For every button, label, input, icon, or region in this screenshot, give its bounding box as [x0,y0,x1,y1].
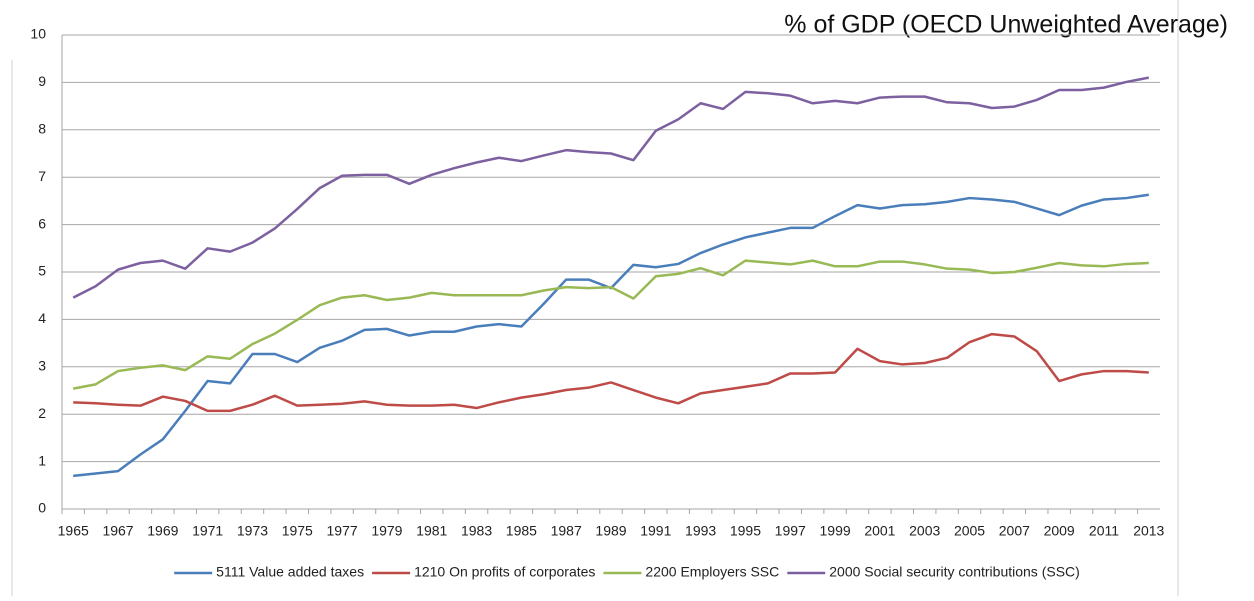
legend-label: 5111 Value added taxes [216,564,364,580]
y-tick-label: 10 [30,26,46,42]
y-tick-label: 0 [38,500,46,516]
x-tick-label: 2005 [954,523,985,539]
x-tick-label: 2003 [909,523,940,539]
x-tick-label: 1965 [58,523,89,539]
x-tick-label: 1983 [461,523,492,539]
x-tick-label: 1979 [371,523,402,539]
y-tick-label: 9 [38,73,46,89]
series-line [73,332,1149,413]
y-tick-label: 4 [38,310,46,326]
y-tick-label: 6 [38,215,46,231]
x-tick-label: 1981 [416,523,447,539]
x-tick-label: 2011 [1089,523,1119,539]
y-tick-label: 8 [38,121,46,137]
x-tick-label: 2013 [1133,523,1164,539]
y-tick-label: 3 [38,358,46,374]
legend-label: 2200 Employers SSC [645,564,779,580]
x-tick-label: 2001 [864,523,895,539]
series-line [72,259,1149,390]
y-tick-label: 1 [38,452,46,468]
x-tick-label: 1973 [237,523,268,539]
x-tick-label: 1969 [147,523,178,539]
x-tick-label: 1971 [192,523,223,539]
x-tick-label: 1995 [730,523,761,539]
x-tick-label: 1977 [327,523,358,539]
x-tick-label: 2007 [999,523,1030,539]
y-tick-label: 7 [38,168,46,184]
x-tick-label: 2009 [1044,523,1075,539]
x-tick-label: 1993 [685,523,716,539]
x-tick-label: 1967 [102,523,133,539]
y-tick-label: 2 [38,405,46,421]
y-tick-label: 5 [38,263,46,279]
x-tick-label: 1999 [820,523,851,539]
x-tick-label: 1997 [775,523,806,539]
x-tick-label: 1987 [551,523,582,539]
x-tick-label: 1989 [595,523,626,539]
legend-label: 2000 Social security contributions (SSC) [829,564,1080,580]
series-line [72,76,1150,299]
x-tick-label: 1985 [506,523,537,539]
chart-title: % of GDP (OECD Unweighted Average) [784,11,1228,39]
x-tick-label: 1975 [282,523,313,539]
x-tick-label: 1991 [640,523,671,539]
legend-label: 1210 On profits of corporates [414,564,595,580]
